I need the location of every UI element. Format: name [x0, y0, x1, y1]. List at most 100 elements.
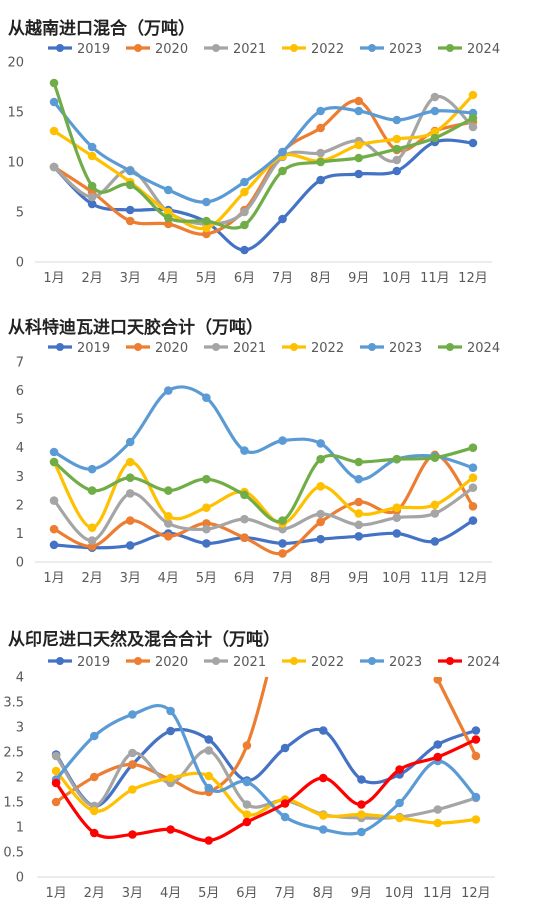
- legend-label: 2020: [155, 42, 188, 57]
- y-tick-label: 2: [16, 498, 24, 513]
- legend-item-2020: 2020: [126, 341, 188, 356]
- x-tick-label: 9月: [348, 571, 369, 586]
- x-tick-label: 10月: [385, 886, 415, 901]
- chart-title: 从越南进口混合（万吨）: [8, 18, 195, 39]
- y-tick-label: 20: [7, 56, 24, 71]
- data-point: [51, 751, 61, 761]
- x-tick-label: 5月: [196, 271, 217, 286]
- data-point: [354, 106, 364, 116]
- legend-label: 2020: [155, 341, 188, 356]
- data-point: [318, 773, 328, 783]
- data-point: [357, 810, 366, 819]
- data-point: [392, 166, 402, 176]
- data-point: [468, 138, 478, 148]
- data-point: [125, 489, 135, 498]
- data-point: [89, 772, 99, 782]
- x-tick-label: 2月: [81, 271, 102, 286]
- data-point: [316, 106, 325, 116]
- x-tick-label: 1月: [43, 271, 64, 286]
- legend-label: 2021: [233, 42, 266, 57]
- data-point: [125, 516, 135, 525]
- legend-label: 2019: [77, 42, 110, 57]
- data-point: [430, 500, 440, 510]
- data-point: [354, 520, 364, 530]
- legend-label: 2019: [77, 341, 110, 356]
- data-point: [49, 447, 59, 457]
- data-point: [202, 474, 211, 484]
- data-point: [278, 166, 287, 176]
- data-point: [202, 197, 211, 207]
- x-tick-label: 9月: [348, 271, 369, 286]
- legend-swatch-marker: [446, 343, 454, 351]
- legend-label: 2021: [233, 341, 266, 356]
- legend-label: 2022: [311, 42, 344, 57]
- legend-item-2021: 2021: [204, 655, 266, 670]
- x-tick-label: 7月: [272, 271, 293, 286]
- data-point: [318, 726, 328, 735]
- data-point: [433, 740, 443, 749]
- y-tick-label: 5: [16, 413, 24, 428]
- legend-swatch-marker: [368, 44, 376, 52]
- data-point: [354, 509, 364, 518]
- legend-item-2023: 2023: [360, 341, 422, 356]
- data-point: [430, 92, 440, 102]
- data-point: [430, 106, 440, 116]
- legend-label: 2022: [311, 341, 344, 356]
- y-tick-label: 1: [16, 527, 24, 542]
- x-tick-label: 11月: [420, 571, 450, 586]
- data-point: [87, 486, 97, 495]
- x-tick-label: 2月: [84, 886, 105, 901]
- series-2022: [49, 457, 478, 533]
- legend-label: 2020: [155, 655, 188, 670]
- data-point: [318, 825, 328, 834]
- data-point: [316, 175, 325, 185]
- data-point: [395, 765, 404, 774]
- data-point: [357, 827, 366, 837]
- data-point: [316, 481, 325, 491]
- y-tick-label: 4: [16, 671, 24, 686]
- data-point: [392, 513, 402, 523]
- data-point: [392, 529, 402, 538]
- data-point: [430, 133, 440, 143]
- data-point: [430, 127, 440, 137]
- data-point: [316, 148, 325, 158]
- legend-swatch-marker: [446, 657, 454, 665]
- legend-label: 2023: [389, 341, 422, 356]
- data-point: [87, 199, 97, 209]
- data-point: [89, 806, 99, 816]
- data-point: [128, 710, 137, 719]
- legend-item-2024: 2024: [438, 655, 500, 670]
- chart-3: 从印尼进口天然及混合合计（万吨） 2019 2020 2021 2022 2023 2024…: [3, 629, 500, 901]
- data-point: [87, 464, 97, 474]
- legend-label: 2023: [389, 42, 422, 57]
- data-point: [202, 524, 211, 534]
- series-2019: [49, 137, 478, 255]
- x-tick-label: 6月: [234, 271, 255, 286]
- legend-item-2024: 2024: [438, 341, 500, 356]
- legend-item-2021: 2021: [204, 42, 266, 57]
- chart-1: 从越南进口混合（万吨） 2019 2020 2021 2022 2023 2024 0 5 10 1…: [7, 18, 500, 286]
- data-point: [166, 773, 175, 783]
- data-point: [316, 123, 325, 133]
- data-point: [433, 677, 443, 684]
- data-point: [87, 536, 97, 545]
- data-point: [318, 811, 328, 820]
- data-point: [87, 151, 97, 161]
- data-point: [49, 540, 59, 550]
- data-point: [316, 454, 325, 464]
- plot-area: [49, 385, 478, 558]
- data-point: [51, 766, 61, 776]
- legend-item-2019: 2019: [48, 655, 110, 670]
- x-tick-label: 12月: [461, 886, 491, 901]
- series-line: [52, 81, 475, 230]
- data-point: [354, 531, 364, 541]
- data-point: [392, 115, 402, 125]
- series-2024: [49, 443, 478, 525]
- data-point: [49, 126, 59, 136]
- x-tick-label: 4月: [160, 886, 181, 901]
- legend-label: 2024: [467, 341, 500, 356]
- data-point: [468, 122, 478, 132]
- data-point: [204, 783, 214, 793]
- series-line: [52, 385, 475, 481]
- legend-swatch-marker: [134, 657, 142, 665]
